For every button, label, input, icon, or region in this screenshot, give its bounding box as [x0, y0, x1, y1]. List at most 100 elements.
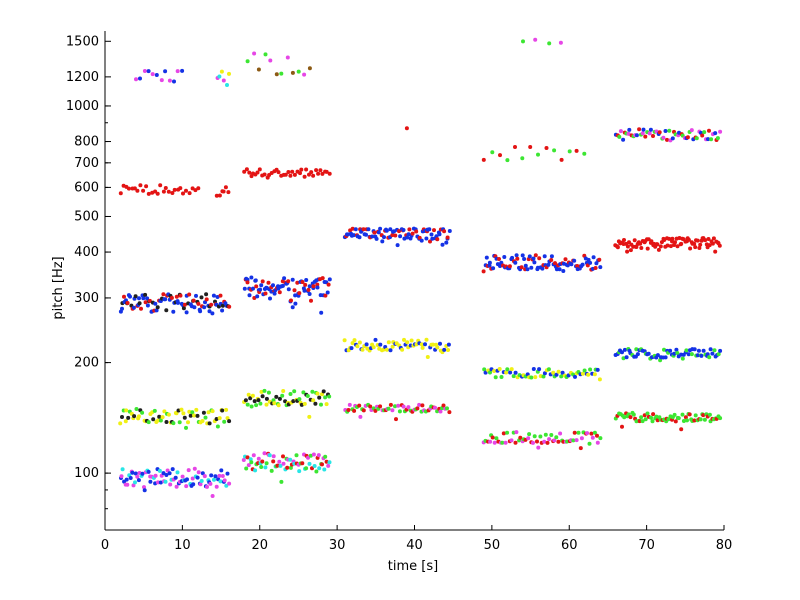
- pitch-point: [588, 260, 593, 265]
- pitch-point: [586, 372, 591, 377]
- axes: [104, 31, 725, 531]
- pitch-point: [296, 69, 301, 74]
- pitch-point: [184, 310, 189, 315]
- pitch-point: [311, 398, 316, 403]
- pitch-point: [215, 424, 220, 429]
- pitch-point: [598, 436, 603, 441]
- pitch-point: [174, 294, 179, 299]
- pitch-point: [711, 236, 716, 241]
- pitch-point: [490, 150, 495, 155]
- pitch-point: [397, 409, 402, 414]
- pitch-point: [315, 391, 320, 396]
- pitch-point: [428, 239, 432, 244]
- pitch-point: [658, 358, 663, 363]
- pitch-point: [505, 430, 510, 435]
- pitch-point: [187, 409, 192, 414]
- pitch-point: [361, 227, 366, 232]
- pitch-point: [154, 308, 159, 313]
- pitch-point: [252, 399, 257, 404]
- pitch-point: [148, 479, 153, 484]
- pitch-point: [693, 245, 698, 250]
- pitch-point: [529, 375, 534, 380]
- pitch-point: [350, 226, 355, 231]
- pitch-point: [244, 466, 249, 471]
- pitch-point: [180, 474, 185, 479]
- pitch-point: [622, 347, 627, 352]
- pitch-point: [220, 303, 225, 308]
- y-tick-label: 400: [74, 245, 99, 260]
- pitch-point: [384, 228, 389, 233]
- pitch-point: [134, 407, 139, 411]
- pitch-point: [380, 239, 385, 244]
- pitch-point: [315, 285, 320, 290]
- pitch-point: [316, 453, 321, 458]
- pitch-point: [639, 415, 644, 420]
- pitch-point: [680, 356, 685, 361]
- pitch-point: [170, 467, 175, 472]
- pitch-point: [598, 265, 603, 270]
- pitch-point: [349, 346, 354, 351]
- pitch-point: [152, 408, 157, 413]
- pitch-point: [713, 131, 718, 136]
- pitch-point: [120, 306, 124, 311]
- pitch-point: [209, 473, 214, 478]
- pitch-point: [210, 311, 215, 316]
- pitch-point: [582, 368, 587, 373]
- pitch-point: [498, 264, 502, 268]
- pitch-point: [684, 348, 689, 353]
- pitch-point: [253, 468, 258, 473]
- pitch-point: [674, 347, 679, 352]
- pitch-point: [204, 297, 209, 302]
- pitch-point: [325, 290, 330, 295]
- pitch-point: [522, 257, 527, 261]
- y-tick-label: 1500: [66, 34, 99, 49]
- pitch-point: [170, 191, 175, 195]
- pitch-point: [217, 416, 222, 421]
- pitch-point: [321, 389, 326, 394]
- pitch-point: [281, 389, 286, 393]
- pitch-point: [695, 238, 700, 243]
- pitch-point: [597, 257, 602, 262]
- pitch-point: [255, 170, 260, 175]
- pitch-point: [318, 168, 323, 173]
- pitch-point: [515, 256, 520, 261]
- pitch-point: [698, 242, 703, 247]
- pitch-point: [561, 269, 566, 273]
- pitch-point: [279, 479, 284, 484]
- pitch-point: [442, 347, 447, 352]
- pitch-point: [351, 233, 356, 238]
- pitch-point: [531, 367, 536, 371]
- pitch-point: [402, 337, 406, 342]
- pitch-point: [263, 291, 268, 296]
- pitch-point: [227, 71, 231, 76]
- pitch-point: [258, 401, 263, 406]
- pitch-point: [194, 407, 199, 412]
- pitch-point: [140, 410, 145, 415]
- pitch-point: [386, 340, 391, 345]
- pitch-point: [245, 59, 250, 64]
- pitch-point: [172, 79, 176, 84]
- pitch-point: [167, 471, 172, 476]
- x-axis-label: time [s]: [388, 559, 438, 574]
- pitch-point: [291, 399, 296, 404]
- pitch-point: [203, 300, 207, 305]
- y-tick-label: 100: [74, 466, 99, 481]
- pitch-point: [536, 152, 540, 157]
- pitch-point: [554, 435, 559, 440]
- pitch-point: [537, 256, 542, 261]
- pitch-point: [661, 135, 666, 140]
- pitch-point: [640, 131, 645, 136]
- pitch-point: [268, 296, 272, 301]
- pitch-point: [615, 245, 620, 250]
- pitch-point: [710, 351, 715, 356]
- pitch-point: [289, 298, 293, 303]
- pitch-point: [438, 341, 442, 346]
- pitch-point: [490, 435, 495, 440]
- pitch-point: [531, 440, 535, 445]
- pitch-point: [390, 233, 395, 238]
- pitch-point: [574, 148, 579, 153]
- pitch-point: [572, 258, 577, 263]
- pitch-point: [352, 338, 357, 343]
- pitch-point: [290, 277, 295, 282]
- pitch-point: [276, 403, 281, 408]
